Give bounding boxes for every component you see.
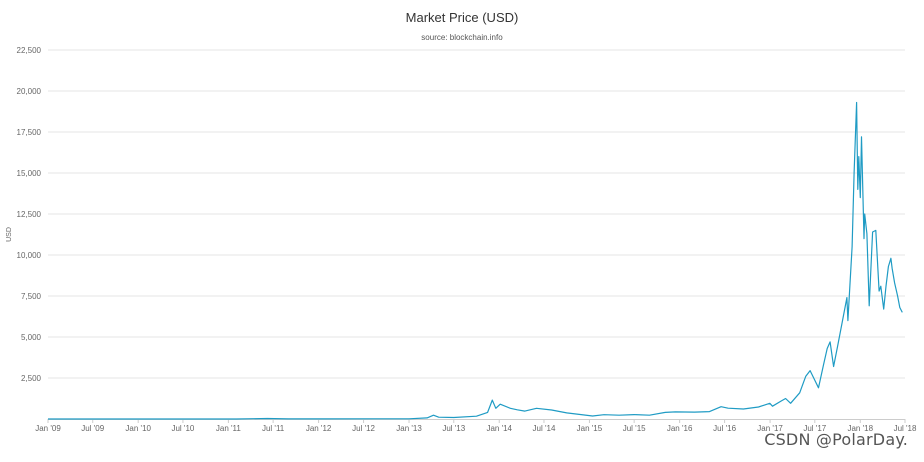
x-tick-label: Jul '15: [623, 424, 646, 433]
x-tick-label: Jan '17: [757, 424, 783, 433]
x-tick-label: Jan '15: [577, 424, 603, 433]
y-tick-label: 5,000: [21, 333, 42, 342]
y-tick-label: 22,500: [17, 46, 42, 55]
watermark: CSDN @PolarDay.: [764, 430, 908, 449]
x-tick-label: Jan '09: [35, 424, 61, 433]
x-tick-label: Jan '16: [667, 424, 693, 433]
y-tick-label: 17,500: [17, 128, 42, 137]
grid-lines: [48, 49, 905, 379]
chart-title: Market Price (USD): [405, 10, 519, 25]
y-tick-label: 10,000: [17, 251, 42, 260]
y-tick-label: 12,500: [17, 210, 42, 219]
y-tick-label: 15,000: [17, 169, 42, 178]
x-tick-label: Jan '18: [847, 424, 873, 433]
y-tick-label: 2,500: [21, 374, 42, 383]
x-tick-label: Jul '14: [533, 424, 556, 433]
x-tick-label: Jan '11: [216, 424, 242, 433]
y-tick-label: 7,500: [21, 292, 42, 301]
x-axis-tick-labels: Jan '09 Jul '09 Jan '10 Jul '10 Jan '11 Jul '…: [35, 419, 917, 433]
chart-subtitle: source: blockchain.info: [421, 33, 503, 42]
y-axis-label: USD: [6, 227, 13, 242]
x-tick-label: Jul '18: [894, 424, 917, 433]
x-tick-label: Jan '14: [486, 424, 512, 433]
x-tick-label: Jan '12: [306, 424, 332, 433]
x-tick-label: Jul '17: [803, 424, 826, 433]
y-tick-label: 20,000: [17, 87, 42, 96]
x-tick-label: Jul '11: [262, 424, 285, 433]
series-line-market-price: [48, 101, 903, 420]
x-tick-label: Jul '16: [713, 424, 736, 433]
x-tick-label: Jan '10: [125, 424, 151, 433]
x-tick-label: Jul '13: [442, 424, 465, 433]
x-tick-label: Jul '10: [171, 424, 194, 433]
x-tick-label: Jan '13: [396, 424, 422, 433]
x-tick-label: Jul '12: [352, 424, 375, 433]
x-tick-label: Jul '09: [81, 424, 104, 433]
y-axis-tick-labels: 2,500 5,000 7,500 10,000 12,500 15,000 17,500 2…: [17, 46, 42, 383]
